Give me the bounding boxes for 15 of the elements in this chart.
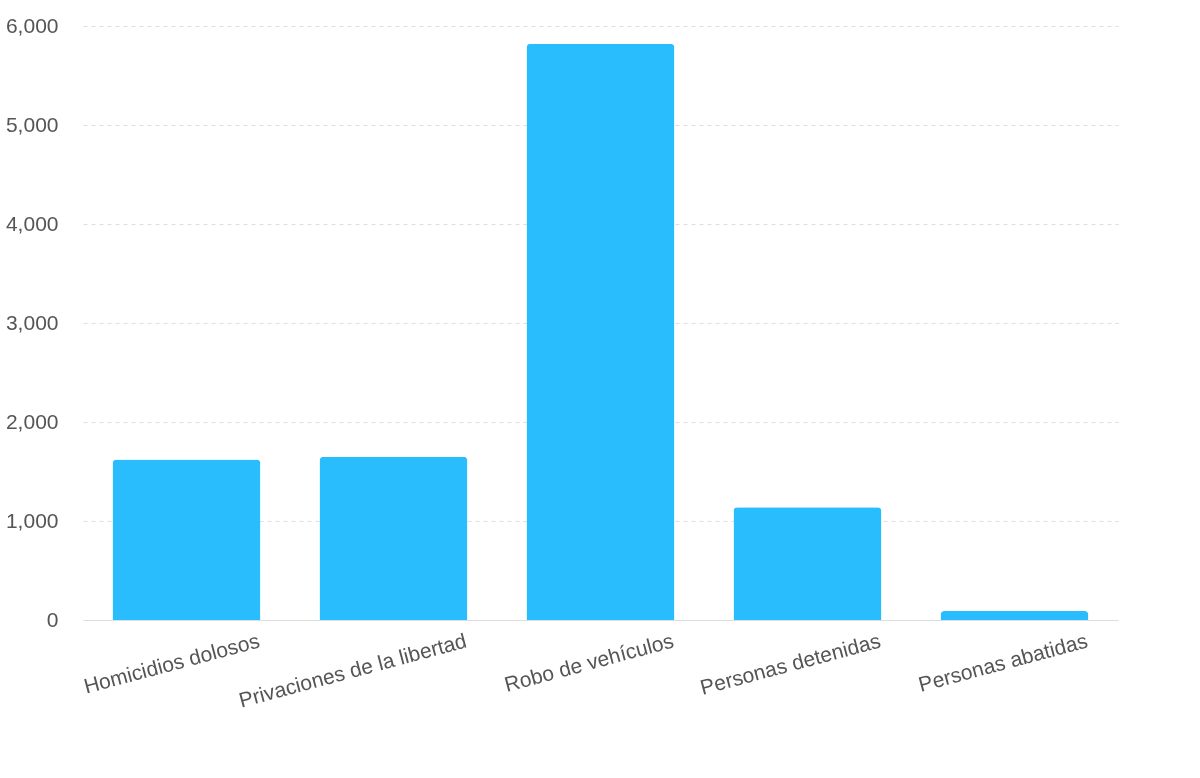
- bar: [733, 507, 882, 620]
- x-tick-label: Personas abatidas: [915, 628, 1090, 696]
- y-tick-label: 0: [46, 607, 59, 631]
- y-tick-label: 3,000: [5, 310, 59, 334]
- bar: [940, 611, 1089, 620]
- y-tick-label: 4,000: [5, 211, 59, 235]
- bar: [526, 43, 675, 620]
- y-tick-label: 5,000: [5, 112, 59, 136]
- bar: [112, 459, 261, 620]
- x-tick-label: Personas detenidas: [697, 628, 883, 699]
- y-tick-label: 6,000: [5, 13, 59, 37]
- bar: [319, 456, 468, 620]
- y-tick-label: 1,000: [5, 508, 59, 532]
- x-tick-label: Robo de vehículos: [501, 628, 676, 696]
- y-tick-label: 2,000: [5, 409, 59, 433]
